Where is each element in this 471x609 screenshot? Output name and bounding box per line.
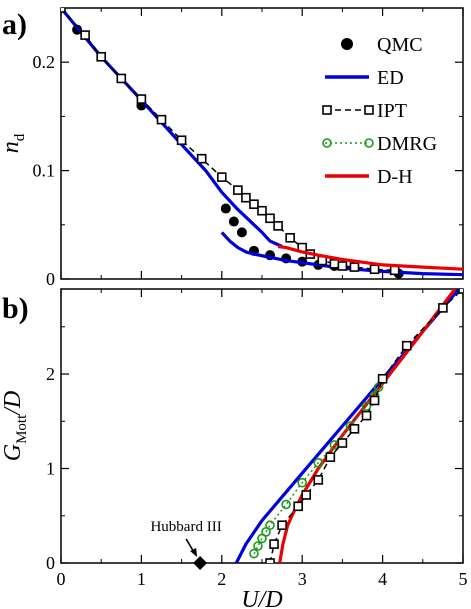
legend-d-h-label: D-H <box>377 166 413 188</box>
series-ipt-point <box>369 395 380 406</box>
series-ipt-point <box>217 172 227 182</box>
series-ipt-point <box>285 233 295 243</box>
series-ipt-point <box>273 221 283 231</box>
series-ipt-point <box>136 94 147 104</box>
y-tick-label: 2 <box>46 364 55 384</box>
legend-ed-label: ED <box>377 67 404 89</box>
y-axis-label-main: n <box>0 141 24 153</box>
series-ed-line <box>61 8 283 248</box>
y-axis-label: nd <box>0 133 28 153</box>
series-ipt-point <box>377 373 388 384</box>
legend-qmc-label: QMC <box>377 34 423 56</box>
series-ipt-point <box>156 114 167 125</box>
legend-dmrg-marker <box>322 138 332 148</box>
x-tick-label: 4 <box>378 569 387 589</box>
series-ipt-point <box>269 539 279 549</box>
y-tick-label: 0 <box>46 553 55 573</box>
y-axis-label-subscript: d <box>12 133 28 141</box>
x-axis-label: U/D <box>241 587 282 609</box>
legend-dmrg-marker <box>364 138 374 148</box>
x-tick-label: 2 <box>217 569 226 589</box>
y-tick-label: 0.1 <box>33 161 56 181</box>
series-qmc-point <box>228 216 239 227</box>
series-ipt-point <box>277 520 287 531</box>
series-dmrg-point <box>361 401 372 411</box>
series-qmc-point <box>236 227 247 238</box>
series-ipt-point <box>458 289 463 294</box>
series-ipt-point <box>301 490 312 500</box>
series-ipt-point <box>401 340 412 351</box>
series-ipt-point <box>176 135 187 146</box>
series-dmrg-point <box>281 499 291 510</box>
series-ipt-point <box>241 192 251 203</box>
series-ipt-point <box>369 264 380 275</box>
legend-dmrg-label: DMRG <box>377 133 437 155</box>
annotation-label: Hubbard III <box>150 519 221 535</box>
legend-qmc-marker <box>341 38 353 50</box>
series-ipt-point <box>438 303 448 313</box>
series-ipt-point <box>96 51 106 62</box>
legend-ipt-marker <box>364 105 374 115</box>
panel-b-gmott-vs-u: 0 1 2 3 4 5 0 1 2 b) GMott/D U/D Hubbard III <box>0 288 468 609</box>
panel-label: a) <box>2 8 27 41</box>
series-ipt-point <box>249 199 259 210</box>
series-ipt-point <box>389 265 400 276</box>
series-ipt-point <box>265 558 275 563</box>
series-dmrg-point <box>297 477 308 488</box>
y-axis-label-suffix: /D <box>0 391 26 417</box>
legend-ipt-marker <box>322 105 332 115</box>
y-tick-label: 1 <box>46 459 55 479</box>
series-ipt-point <box>337 261 348 271</box>
series-d-h-line <box>277 244 463 271</box>
y-axis-label-main: G <box>0 444 26 461</box>
y-tick-label: 0.2 <box>33 52 56 72</box>
x-tick-label: 1 <box>137 569 146 589</box>
series-ipt-point <box>325 452 336 462</box>
series-ipt-point <box>329 259 340 269</box>
y-axis-label: GMott/D <box>0 391 30 462</box>
plot-area <box>234 289 463 563</box>
hubbard-iii-marker <box>193 556 208 570</box>
series-dmrg-point <box>265 520 275 531</box>
x-tick-label: 3 <box>298 569 307 589</box>
series-ipt-point <box>313 475 324 485</box>
series-ipt-point <box>293 501 303 512</box>
panel-label: b) <box>2 292 29 325</box>
series-ipt-point <box>80 30 90 40</box>
series-ipt-point <box>265 213 275 224</box>
series-dmrg-point <box>249 548 259 559</box>
x-tick-label: 0 <box>57 569 66 589</box>
annotation-arrow-head <box>190 548 198 557</box>
series-ipt-point <box>116 73 127 84</box>
series-d-h-line <box>278 289 457 563</box>
plot-area <box>61 8 463 279</box>
series-qmc-point <box>220 203 231 214</box>
series-ipt-point <box>349 424 360 434</box>
series-ipt-line <box>269 289 463 563</box>
series-ipt-point <box>233 185 243 195</box>
y-axis-label-subscript: Mott <box>14 414 30 444</box>
series-ipt-point <box>361 410 372 421</box>
series-ed-line <box>220 231 463 277</box>
series-ipt-point <box>61 8 66 13</box>
panel-a-nd-vs-u: 0 0.1 0.2 a) nd QMC ED IPT DMRG D-H <box>0 7 464 289</box>
series-ipt-point <box>349 262 360 272</box>
legend-ipt-label: IPT <box>377 100 407 122</box>
series-dmrg-line <box>253 386 380 554</box>
series-ipt-point <box>337 438 348 448</box>
series-dmrg-point <box>253 541 263 551</box>
series-ipt-point <box>257 205 267 216</box>
series-ipt-point <box>196 153 207 164</box>
y-tick-label: 0 <box>46 269 55 289</box>
series-dmrg-point <box>313 458 324 468</box>
x-tick-label: 5 <box>459 569 468 589</box>
